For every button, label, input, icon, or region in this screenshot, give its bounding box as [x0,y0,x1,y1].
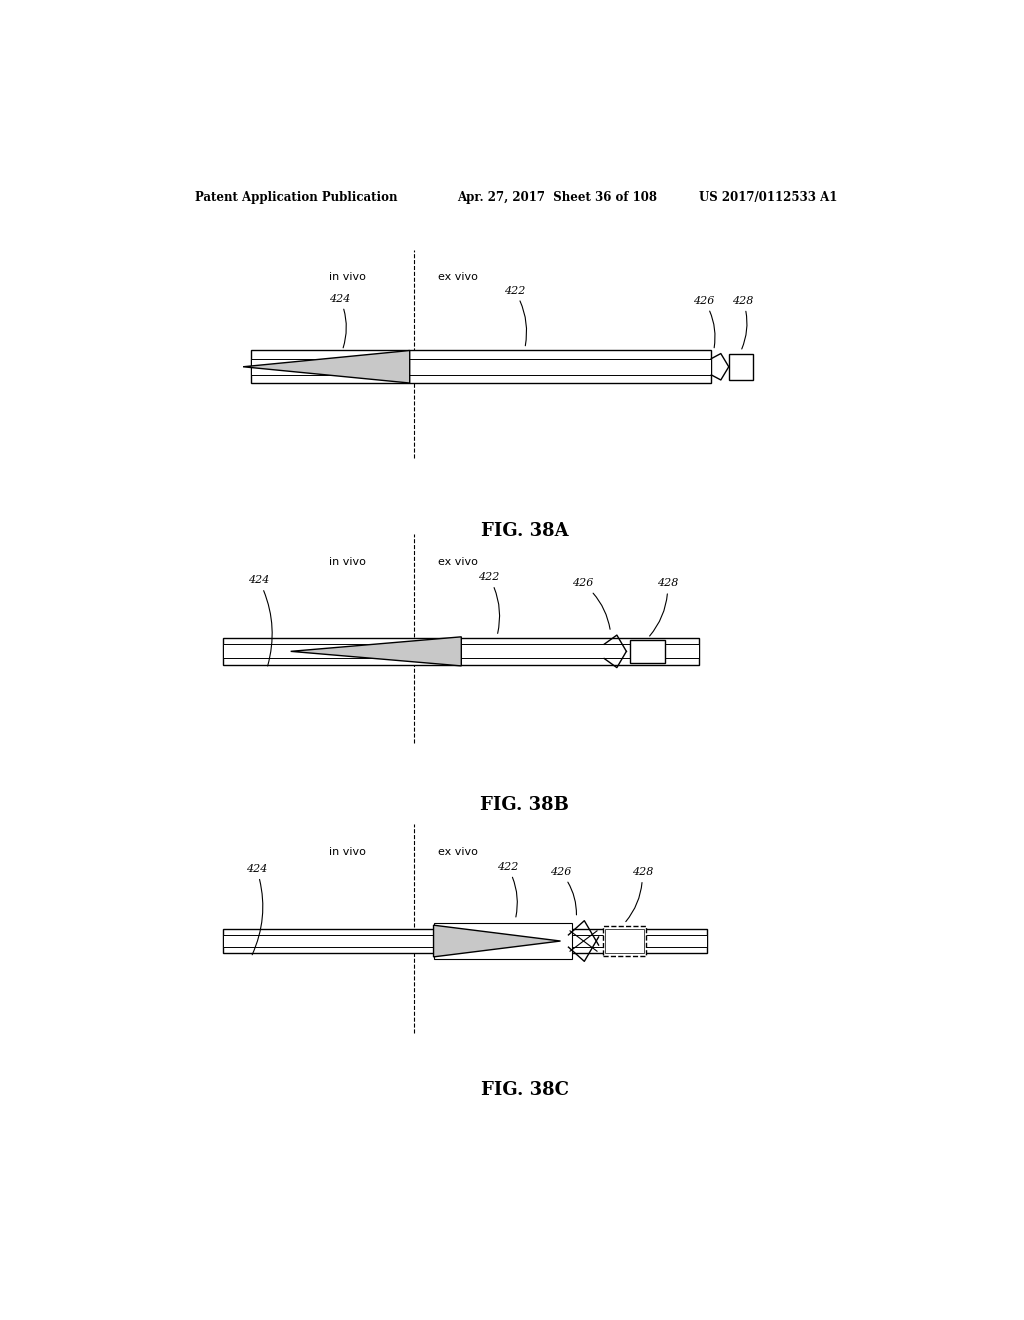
Bar [223,935,708,948]
Bar [251,359,712,375]
Text: in vivo: in vivo [329,557,367,568]
Polygon shape [433,925,560,957]
Text: 426: 426 [550,867,577,915]
Text: 422: 422 [504,285,526,346]
Text: FIG. 38B: FIG. 38B [480,796,569,814]
Text: 422: 422 [497,862,518,917]
Text: in vivo: in vivo [329,846,367,857]
Text: Apr. 27, 2017  Sheet 36 of 108: Apr. 27, 2017 Sheet 36 of 108 [458,191,657,203]
Text: FIG. 38C: FIG. 38C [481,1081,568,1098]
Text: ex vivo: ex vivo [437,272,477,282]
Text: 424: 424 [246,865,267,954]
Bar [223,929,708,953]
Text: 428: 428 [626,867,653,921]
Bar [729,354,753,380]
Text: 422: 422 [478,573,500,634]
Text: 426: 426 [693,296,715,347]
Text: FIG. 38A: FIG. 38A [481,521,568,540]
Text: 424: 424 [329,294,350,348]
Text: ex vivo: ex vivo [437,846,477,857]
Text: 424: 424 [248,576,272,667]
Bar [433,923,572,960]
Bar [223,644,699,659]
Bar [251,351,712,383]
Text: in vivo: in vivo [329,272,367,282]
Polygon shape [291,636,461,665]
Bar [605,929,644,953]
Text: 426: 426 [572,578,610,630]
Bar [630,640,666,663]
Text: ex vivo: ex vivo [437,557,477,568]
Text: Patent Application Publication: Patent Application Publication [196,191,398,203]
Bar [223,638,699,664]
Bar [602,925,646,956]
Text: 428: 428 [649,578,678,636]
Text: 428: 428 [732,296,754,348]
Polygon shape [243,351,410,383]
Text: US 2017/0112533 A1: US 2017/0112533 A1 [699,191,838,203]
